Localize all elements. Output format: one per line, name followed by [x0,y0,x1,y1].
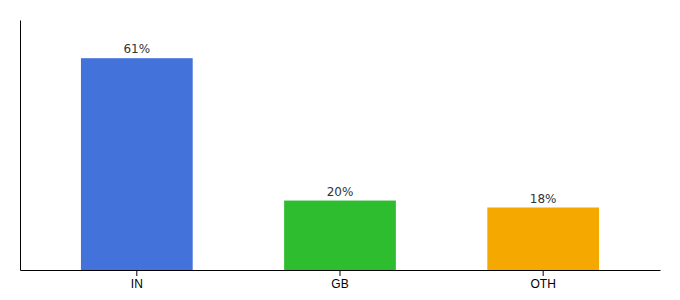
chart-svg: IN GB OTH 61% 20% 18% [0,0,680,300]
data-label: 20% [327,185,354,199]
bar [284,201,396,270]
x-tick-label: OTH [531,277,556,291]
data-label: 61% [123,42,150,56]
x-tick-label: GB [331,277,348,291]
x-tick-label: IN [131,277,143,291]
data-label: 18% [530,192,557,206]
x-axis: IN GB OTH [21,270,661,291]
data-labels: 61% 20% 18% [123,42,556,205]
x-tick-mark [340,270,341,276]
y-axis [20,21,21,271]
x-tick-mark [136,270,137,276]
bars [81,58,599,270]
chart-container: IN GB OTH 61% 20% 18% [0,0,680,300]
x-tick: IN [131,270,143,291]
bar [487,208,599,271]
x-tick: OTH [531,270,556,291]
x-tick: GB [331,270,348,291]
bar [81,58,193,270]
plot: IN GB OTH 61% 20% 18% [21,21,661,291]
x-tick-mark [543,270,544,276]
y-axis-line [20,21,21,271]
